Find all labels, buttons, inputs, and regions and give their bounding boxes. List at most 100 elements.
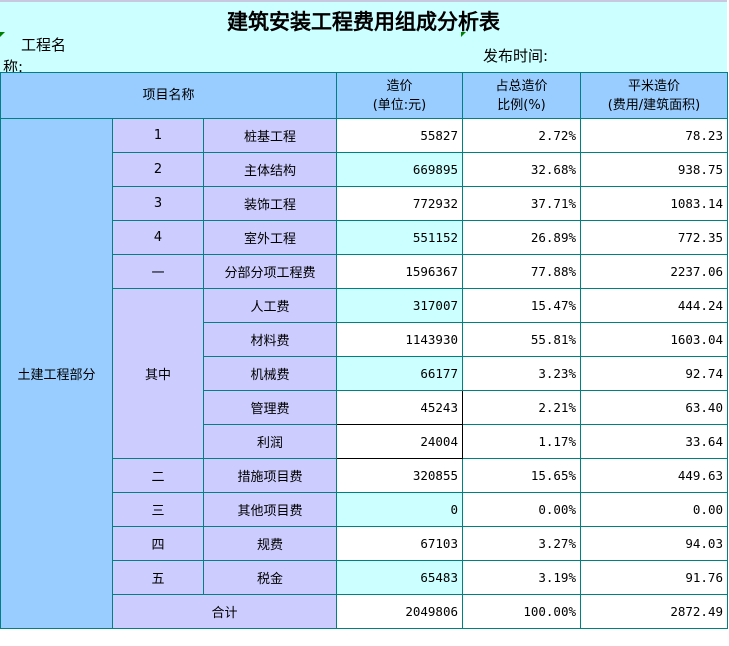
table-row: 土建工程部分 1 桩基工程 55827 2.72% 78.23	[0, 118, 728, 629]
item-name-cell[interactable]: 材料费	[203, 322, 337, 357]
table-row: 五税金 65483 3.19% 91.76	[1, 560, 728, 595]
item-name-cell[interactable]: 利润	[203, 424, 337, 459]
header-cost[interactable]: 造价 (单位:元)	[336, 72, 463, 119]
item-number-cell[interactable]: 四	[112, 526, 204, 561]
title-area: 建筑安装工程费用组成分析表 工程名称: 发布时间:	[0, 0, 727, 76]
header-item-name[interactable]: 项目名称	[0, 72, 337, 119]
sqm-cost-cell[interactable]: 772.35	[580, 220, 728, 255]
cost-cell[interactable]: 772932	[336, 186, 463, 221]
header-sqm-line1: 平米造价	[627, 78, 680, 94]
total-ratio-cell[interactable]: 100.00%	[462, 594, 581, 629]
ratio-cell[interactable]: 15.65%	[462, 458, 581, 493]
item-name-cell[interactable]: 室外工程	[203, 220, 337, 255]
item-number-cell[interactable]: 1	[112, 118, 204, 153]
cost-cell[interactable]: 66177	[336, 356, 463, 391]
sheet-title[interactable]: 建筑安装工程费用组成分析表	[227, 9, 500, 34]
ratio-cell[interactable]: 32.68%	[462, 152, 581, 187]
header-sqm[interactable]: 平米造价 (费用/建筑面积)	[580, 72, 728, 119]
sqm-cost-cell[interactable]: 33.64	[580, 424, 728, 459]
item-name-cell[interactable]: 管理费	[203, 390, 337, 425]
table-row: 3 装饰工程 772932 37.71% 1083.14	[1, 186, 728, 221]
table-row: 一分部分项工程费 1596367 77.88% 2237.06	[1, 254, 728, 289]
header-row: 项目名称 造价 (单位:元) 占总造价比例(%) 平米造价 (费用/建筑面积)	[0, 72, 728, 119]
publish-time-label[interactable]: 发布时间:	[483, 47, 549, 65]
item-name-cell[interactable]: 桩基工程	[203, 118, 337, 153]
header-cost-line2: (单位:元)	[372, 97, 427, 113]
sqm-cost-cell[interactable]: 938.75	[580, 152, 728, 187]
sqm-cost-cell[interactable]: 0.00	[580, 492, 728, 527]
total-cost-cell[interactable]: 2049806	[336, 594, 463, 629]
cost-cell[interactable]: 669895	[336, 152, 463, 187]
table-row: 四规费 67103 3.27% 94.03	[1, 526, 728, 561]
ratio-cell[interactable]: 77.88%	[462, 254, 581, 289]
cost-cell[interactable]: 24004	[336, 424, 463, 459]
item-name-cell[interactable]: 规费	[203, 526, 337, 561]
header-ratio[interactable]: 占总造价比例(%)	[462, 72, 581, 119]
item-name-cell[interactable]: 其他项目费	[203, 492, 337, 527]
sqm-cost-cell[interactable]: 92.74	[580, 356, 728, 391]
table-row: 利润 24004 1.17% 33.64	[1, 424, 728, 459]
cost-cell[interactable]: 45243	[336, 390, 463, 425]
table-row: 材料费 1143930 55.81% 1603.04	[1, 322, 728, 357]
item-number-cell[interactable]: 4	[112, 220, 204, 255]
ratio-cell[interactable]: 55.81%	[462, 322, 581, 357]
item-name-cell[interactable]: 措施项目费	[203, 458, 337, 493]
total-label-cell[interactable]: 合计	[112, 594, 337, 629]
item-number-cell[interactable]: 3	[112, 186, 204, 221]
item-number-cell[interactable]: 一	[112, 254, 204, 289]
ratio-cell[interactable]: 0.00%	[462, 492, 581, 527]
item-name-cell[interactable]: 机械费	[203, 356, 337, 391]
ratio-cell[interactable]: 3.23%	[462, 356, 581, 391]
cost-cell[interactable]: 320855	[336, 458, 463, 493]
header-cost-line1: 造价	[386, 78, 413, 94]
ratio-cell[interactable]: 15.47%	[462, 288, 581, 323]
item-number-cell[interactable]: 五	[112, 560, 204, 595]
cost-cell[interactable]: 1143930	[336, 322, 463, 357]
ratio-cell[interactable]: 3.27%	[462, 526, 581, 561]
cost-cell[interactable]: 317007	[336, 288, 463, 323]
header-ratio-line1: 占总造价	[495, 78, 548, 94]
item-number-cell[interactable]: 三	[112, 492, 204, 527]
header-sqm-line2: (费用/建筑面积)	[607, 97, 701, 113]
sqm-cost-cell[interactable]: 449.63	[580, 458, 728, 493]
total-row: 合计 2049806 100.00% 2872.49	[1, 594, 728, 629]
comment-marker-icon	[0, 32, 5, 37]
sqm-cost-cell[interactable]: 91.76	[580, 560, 728, 595]
ratio-cell[interactable]: 1.17%	[462, 424, 581, 459]
cost-cell[interactable]: 65483	[336, 560, 463, 595]
ratio-cell[interactable]: 3.19%	[462, 560, 581, 595]
ratio-cell[interactable]: 26.89%	[462, 220, 581, 255]
section-label-cell[interactable]: 土建工程部分	[0, 118, 113, 629]
sqm-cost-cell[interactable]: 1083.14	[580, 186, 728, 221]
sqm-cost-cell[interactable]: 63.40	[580, 390, 728, 425]
ratio-cell[interactable]: 2.21%	[462, 390, 581, 425]
item-number-cell[interactable]: 二	[112, 458, 204, 493]
table-row: 4 室外工程 551152 26.89% 772.35	[1, 220, 728, 255]
sqm-cost-cell[interactable]: 1603.04	[580, 322, 728, 357]
total-sqm-cell[interactable]: 2872.49	[580, 594, 728, 629]
cost-cell[interactable]: 0	[336, 492, 463, 527]
group-label-cell[interactable]: 其中	[112, 288, 204, 459]
sqm-cost-cell[interactable]: 78.23	[580, 118, 728, 153]
cost-cell[interactable]: 551152	[336, 220, 463, 255]
header-ratio-line2: 比例(%)	[497, 97, 546, 113]
ratio-cell[interactable]: 2.72%	[462, 118, 581, 153]
cost-cell[interactable]: 67103	[336, 526, 463, 561]
cost-cell[interactable]: 1596367	[336, 254, 463, 289]
item-name-cell[interactable]: 人工费	[203, 288, 337, 323]
table-row: 2 主体结构 669895 32.68% 938.75	[1, 152, 728, 187]
item-name-cell[interactable]: 分部分项工程费	[203, 254, 337, 289]
project-name-label[interactable]: 工程名称:	[3, 36, 67, 76]
item-number-cell[interactable]: 2	[112, 152, 204, 187]
comment-marker-icon	[461, 32, 466, 37]
item-name-cell[interactable]: 主体结构	[203, 152, 337, 187]
sqm-cost-cell[interactable]: 444.24	[580, 288, 728, 323]
sqm-cost-cell[interactable]: 2237.06	[580, 254, 728, 289]
item-name-cell[interactable]: 装饰工程	[203, 186, 337, 221]
item-name-cell[interactable]: 税金	[203, 560, 337, 595]
table-row: 管理费 45243 2.21% 63.40	[1, 390, 728, 425]
sqm-cost-cell[interactable]: 94.03	[580, 526, 728, 561]
cost-cell[interactable]: 55827	[336, 118, 463, 153]
ratio-cell[interactable]: 37.71%	[462, 186, 581, 221]
